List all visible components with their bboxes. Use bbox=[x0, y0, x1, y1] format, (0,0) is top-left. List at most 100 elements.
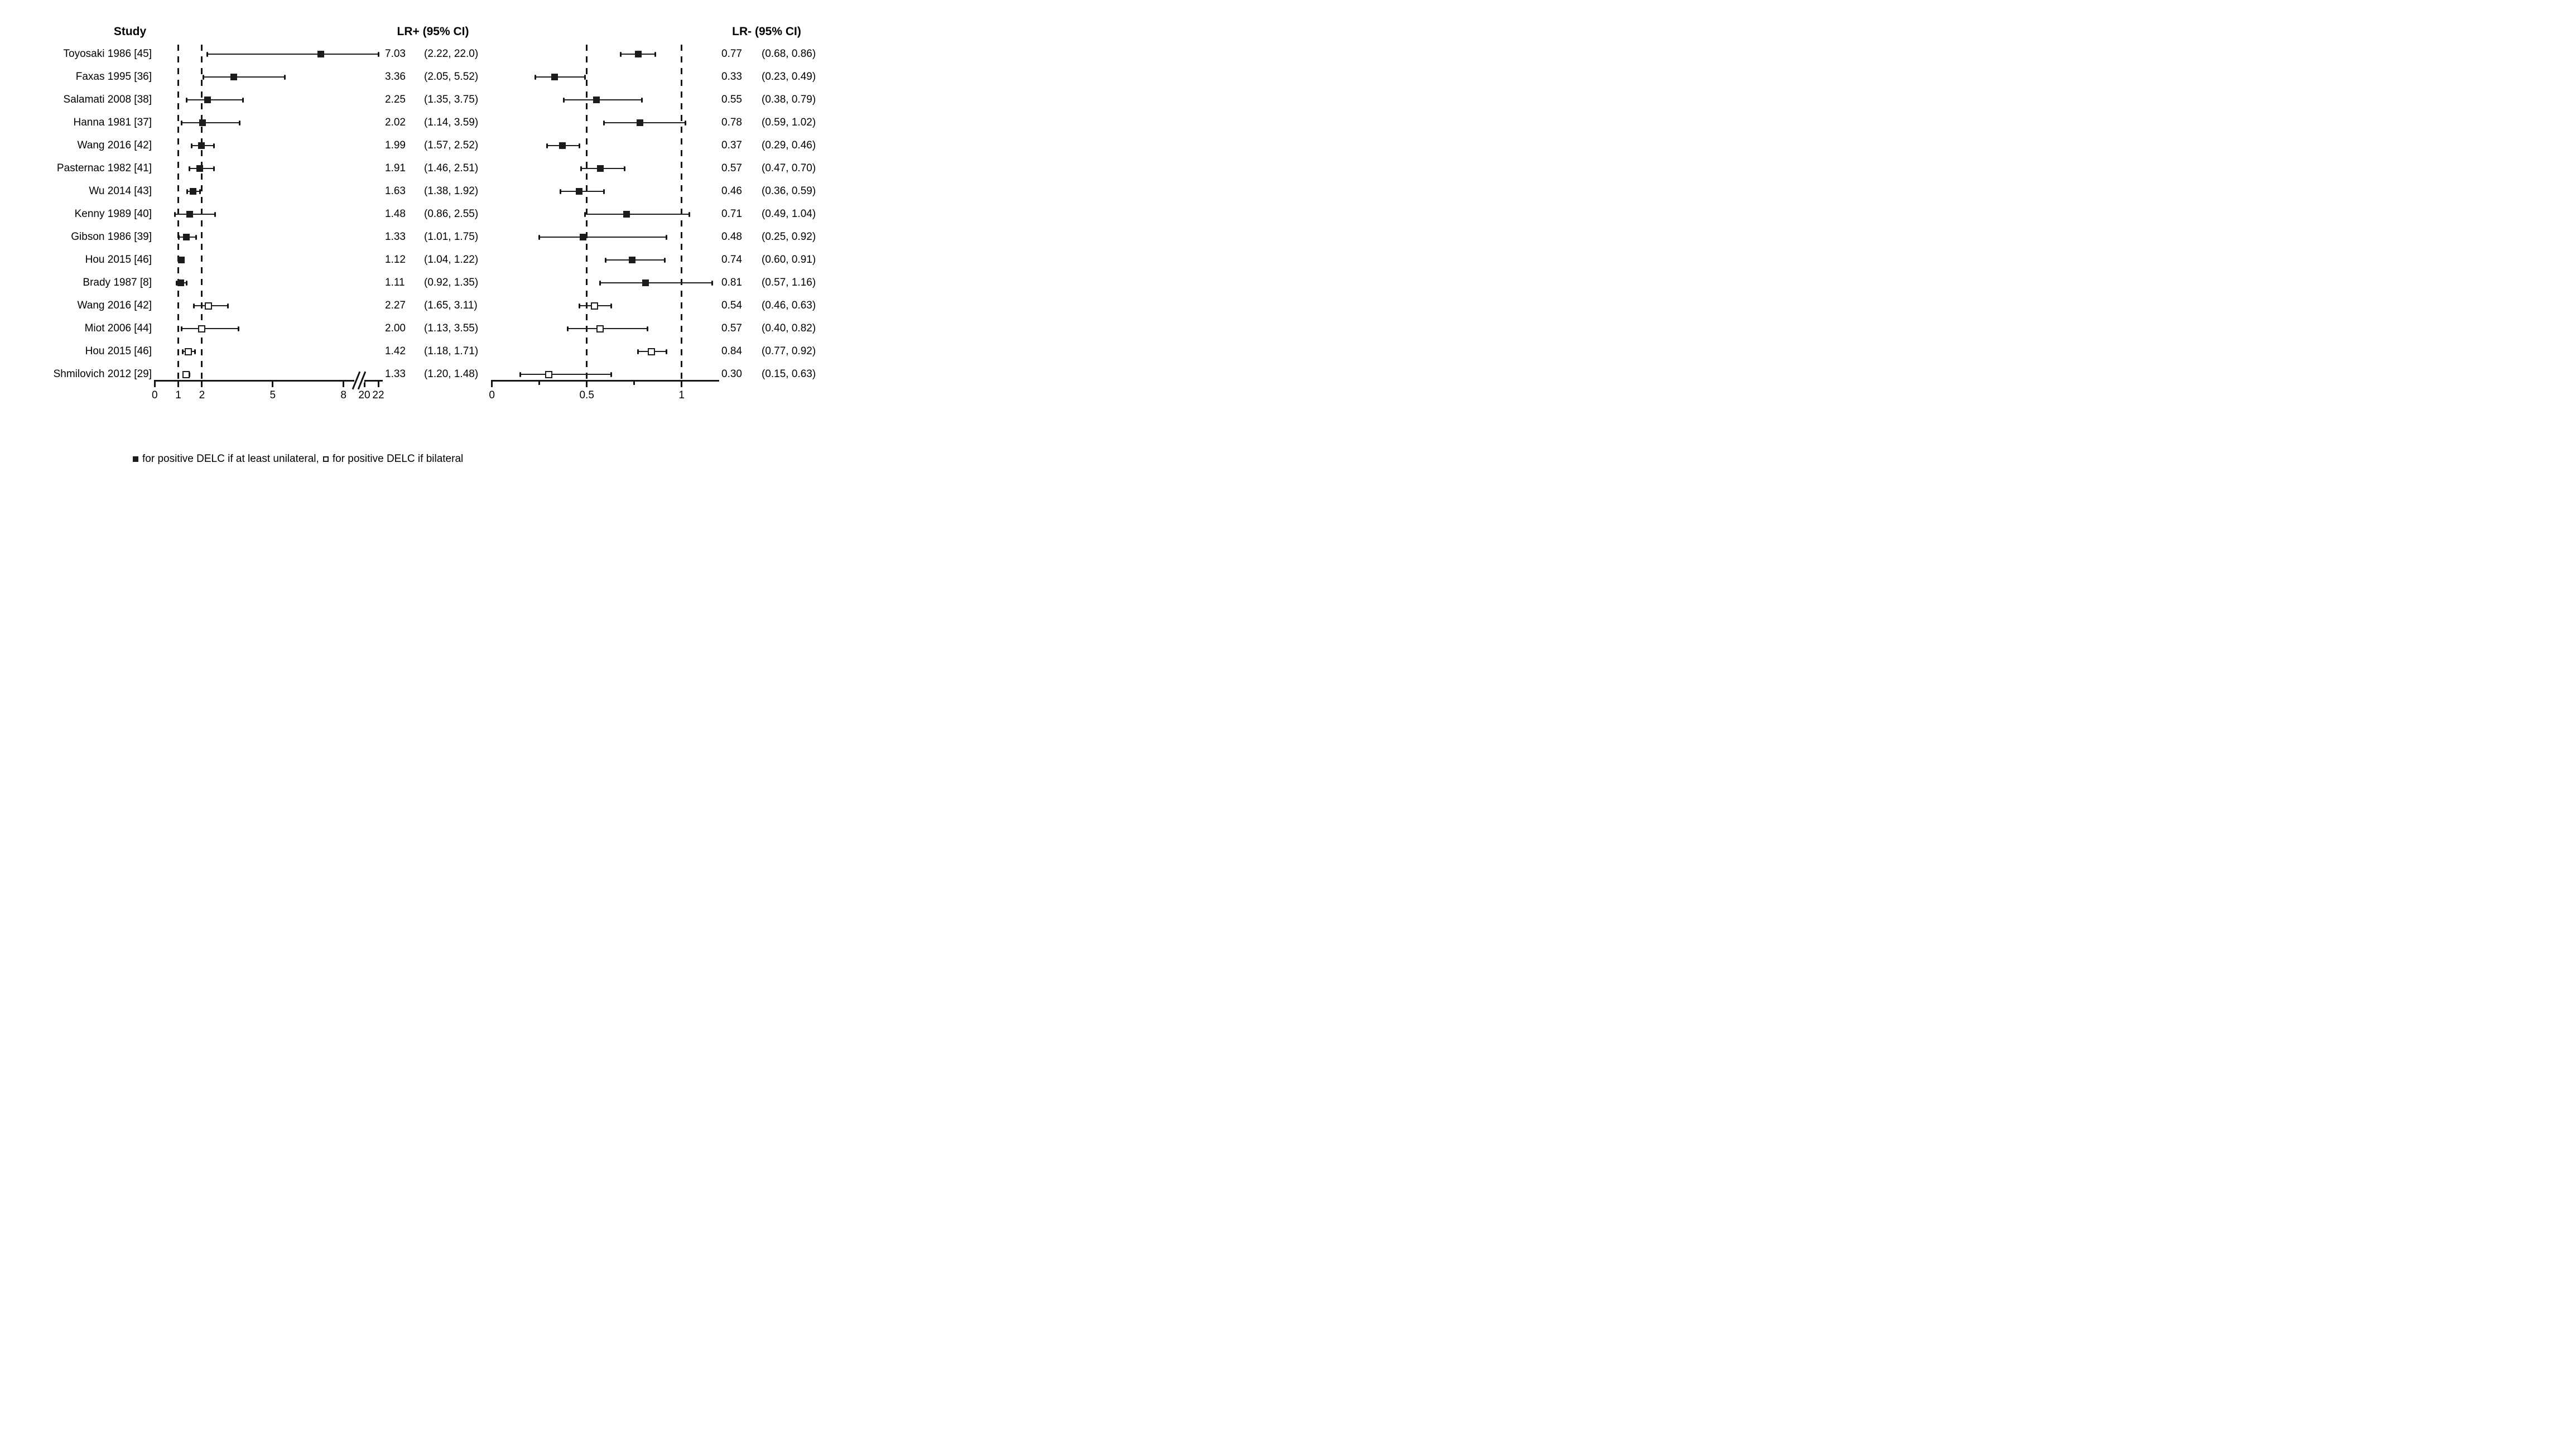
lr-positive-estimate: 2.25 bbox=[385, 94, 406, 105]
ci-cap-high-lr-negative bbox=[663, 257, 666, 263]
ci-cap-low-lr-positive bbox=[177, 234, 180, 240]
column-header-lr-negative: LR- (95% CI) bbox=[732, 25, 801, 38]
ci-cap-low-lr-positive bbox=[174, 211, 176, 217]
ci-whisker-lr-negative bbox=[600, 282, 712, 284]
ci-cap-high-lr-negative bbox=[647, 326, 648, 331]
study-label: Hou 2015 [46] bbox=[85, 254, 152, 266]
lr-negative-ci: (0.59, 1.02) bbox=[762, 117, 816, 128]
lr-positive-ci: (1.04, 1.22) bbox=[424, 254, 479, 266]
axis-tick-lr-negative-1 bbox=[681, 379, 683, 387]
ci-cap-low-lr-negative bbox=[546, 143, 548, 148]
ci-cap-high-lr-positive bbox=[238, 120, 240, 126]
ci-cap-high-lr-positive bbox=[242, 97, 244, 103]
lr-negative-estimate: 0.78 bbox=[721, 117, 742, 128]
ci-cap-low-lr-negative bbox=[519, 372, 522, 377]
lr-positive-ci: (0.92, 1.35) bbox=[424, 277, 479, 288]
estimate-marker-open-lr-negative bbox=[545, 370, 553, 378]
lr-negative-estimate: 0.30 bbox=[721, 368, 742, 380]
axis-tick-lr-negative-1-label: 1 bbox=[678, 389, 685, 401]
lr-negative-estimate: 0.33 bbox=[721, 71, 742, 83]
estimate-marker-open-lr-negative bbox=[647, 348, 655, 355]
filled-square-icon bbox=[133, 456, 138, 462]
ci-whisker-lr-positive bbox=[186, 99, 243, 101]
column-header-lr-positive: LR+ (95% CI) bbox=[397, 25, 469, 38]
legend-open-label: for positive DELC if bilateral bbox=[332, 453, 464, 465]
lr-negative-ci: (0.36, 0.59) bbox=[762, 185, 816, 197]
reference-line-lr-positive-1 bbox=[177, 45, 180, 380]
ci-cap-high-lr-negative bbox=[685, 120, 686, 126]
ci-cap-low-lr-negative bbox=[535, 74, 537, 80]
ci-cap-high-lr-negative bbox=[610, 303, 613, 308]
ci-cap-low-lr-positive bbox=[202, 74, 204, 80]
ci-whisker-lr-positive bbox=[203, 76, 285, 78]
lr-positive-estimate: 1.48 bbox=[385, 208, 406, 220]
estimate-marker-open-lr-positive bbox=[204, 302, 212, 310]
axis-tick-lr-positive-22-label: 22 bbox=[372, 389, 384, 401]
ci-cap-low-lr-negative bbox=[605, 257, 607, 263]
axis-tick-lr-positive-0-label: 0 bbox=[152, 389, 158, 401]
estimate-marker-filled-lr-positive bbox=[190, 188, 197, 195]
ci-cap-high-lr-negative bbox=[624, 166, 626, 171]
estimate-marker-open-lr-positive bbox=[182, 370, 190, 378]
column-header-study: Study bbox=[113, 25, 147, 38]
ci-cap-high-lr-negative bbox=[584, 74, 586, 80]
ci-cap-low-lr-negative bbox=[578, 303, 580, 308]
ci-cap-high-lr-negative bbox=[641, 97, 643, 103]
axis-tick-lr-positive-5-label: 5 bbox=[269, 389, 276, 401]
lr-positive-ci: (1.01, 1.75) bbox=[424, 231, 479, 243]
lr-negative-estimate: 0.77 bbox=[721, 48, 742, 60]
study-label: Brady 1987 [8] bbox=[83, 277, 152, 288]
lr-negative-ci: (0.49, 1.04) bbox=[762, 208, 816, 220]
lr-negative-estimate: 0.57 bbox=[721, 162, 742, 174]
lr-negative-estimate: 0.55 bbox=[721, 94, 742, 105]
lr-negative-estimate: 0.37 bbox=[721, 139, 742, 151]
ci-whisker-lr-positive bbox=[181, 122, 240, 124]
ci-cap-high-lr-negative bbox=[711, 280, 713, 286]
lr-positive-estimate: 2.27 bbox=[385, 300, 406, 311]
study-label: Salamati 2008 [38] bbox=[63, 94, 152, 105]
axis-tick-lr-positive-22 bbox=[377, 379, 379, 387]
ci-cap-high-lr-negative bbox=[688, 211, 690, 217]
ci-whisker-lr-negative bbox=[604, 122, 686, 124]
lr-negative-estimate: 0.74 bbox=[721, 254, 742, 266]
axis-tick-lr-positive-8-label: 8 bbox=[340, 389, 346, 401]
lr-positive-ci: (1.18, 1.71) bbox=[424, 345, 479, 357]
lr-positive-estimate: 1.33 bbox=[385, 368, 406, 380]
ci-cap-high-lr-positive bbox=[213, 166, 215, 171]
lr-negative-ci: (0.47, 0.70) bbox=[762, 162, 816, 174]
ci-cap-low-lr-positive bbox=[186, 189, 189, 194]
ci-cap-low-lr-negative bbox=[620, 51, 622, 57]
lr-positive-estimate: 1.91 bbox=[385, 162, 406, 174]
estimate-marker-filled-lr-positive bbox=[198, 142, 205, 149]
lr-positive-ci: (1.57, 2.52) bbox=[424, 139, 479, 151]
estimate-marker-filled-lr-negative bbox=[596, 165, 604, 172]
lr-negative-ci: (0.46, 0.63) bbox=[762, 300, 816, 311]
axis-tick-lr-positive-1-label: 1 bbox=[175, 389, 181, 401]
lr-positive-ci: (0.86, 2.55) bbox=[424, 208, 479, 220]
ci-whisker-lr-positive bbox=[207, 53, 378, 55]
ci-whisker-lr-negative bbox=[520, 373, 612, 375]
legend: for positive DELC if at least unilateral… bbox=[133, 453, 463, 465]
axis-tick-lr-negative-0.75 bbox=[633, 379, 635, 385]
estimate-marker-filled-lr-negative bbox=[558, 142, 566, 149]
ci-cap-high-lr-positive bbox=[377, 51, 379, 57]
study-label: Hou 2015 [46] bbox=[85, 345, 152, 357]
ci-whisker-lr-positive bbox=[181, 327, 239, 330]
ci-cap-low-lr-positive bbox=[181, 120, 183, 126]
lr-negative-ci: (0.68, 0.86) bbox=[762, 48, 816, 60]
lr-positive-estimate: 2.02 bbox=[385, 117, 406, 128]
ci-cap-low-lr-positive bbox=[191, 143, 193, 148]
estimate-marker-open-lr-negative bbox=[596, 325, 604, 332]
ci-cap-low-lr-negative bbox=[538, 234, 541, 240]
estimate-marker-filled-lr-negative bbox=[623, 211, 630, 218]
estimate-marker-filled-lr-positive bbox=[177, 279, 185, 286]
reference-line-lr-negative-0.5 bbox=[586, 45, 588, 380]
ci-cap-high-lr-negative bbox=[654, 51, 656, 57]
estimate-marker-filled-lr-positive bbox=[177, 257, 185, 263]
ci-cap-low-lr-negative bbox=[637, 349, 639, 354]
ci-cap-high-lr-positive bbox=[213, 143, 215, 148]
x-axis-lr-positive bbox=[155, 379, 383, 382]
ci-cap-low-lr-negative bbox=[580, 166, 582, 171]
estimate-marker-open-lr-negative bbox=[590, 302, 598, 310]
axis-tick-lr-positive-2 bbox=[201, 379, 203, 387]
